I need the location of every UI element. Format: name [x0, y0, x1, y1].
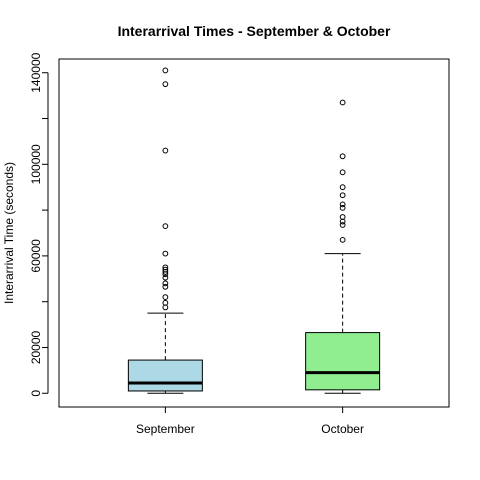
x-axis: September October [136, 407, 364, 436]
iqr-box [305, 332, 381, 391]
outlier-point [339, 192, 346, 199]
box-october [305, 99, 381, 394]
outlier-point [162, 266, 169, 273]
outlier-point [162, 299, 169, 306]
outlier-point [162, 280, 169, 287]
outlier-point [162, 147, 169, 154]
outlier-point [162, 274, 169, 281]
iqr-box [127, 359, 203, 392]
outlier-point [162, 250, 169, 257]
y-axis: 0 20000 60000 100000 140000 [29, 52, 49, 397]
chart-title: Interarrival Times - September & October [118, 23, 391, 39]
outlier-point [339, 99, 346, 106]
outlier-point [162, 294, 169, 301]
outlier-point [162, 67, 169, 74]
boxes [127, 67, 381, 394]
box-september [127, 67, 203, 394]
x-tick-label: October [321, 422, 364, 436]
outlier-point [162, 223, 169, 230]
outlier-point [339, 204, 346, 211]
y-tick-label: 100000 [29, 144, 43, 184]
outlier-point [339, 201, 346, 208]
outlier-point [339, 236, 346, 243]
outlier-point [339, 153, 346, 160]
y-axis-label: Interarrival Time (seconds) [2, 162, 16, 304]
outlier-point [339, 214, 346, 220]
outlier-point [162, 264, 169, 271]
y-tick-label: 0 [29, 390, 43, 397]
y-tick-label: 20000 [29, 330, 43, 364]
outlier-point [339, 169, 346, 176]
y-tick-label: 140000 [29, 52, 43, 92]
y-tick-label: 60000 [29, 239, 43, 273]
x-tick-label: September [136, 422, 195, 436]
plot-frame [58, 58, 450, 408]
outlier-point [162, 81, 169, 88]
outlier-point [339, 184, 346, 191]
outlier-point [339, 222, 346, 228]
outlier-point [162, 283, 169, 290]
